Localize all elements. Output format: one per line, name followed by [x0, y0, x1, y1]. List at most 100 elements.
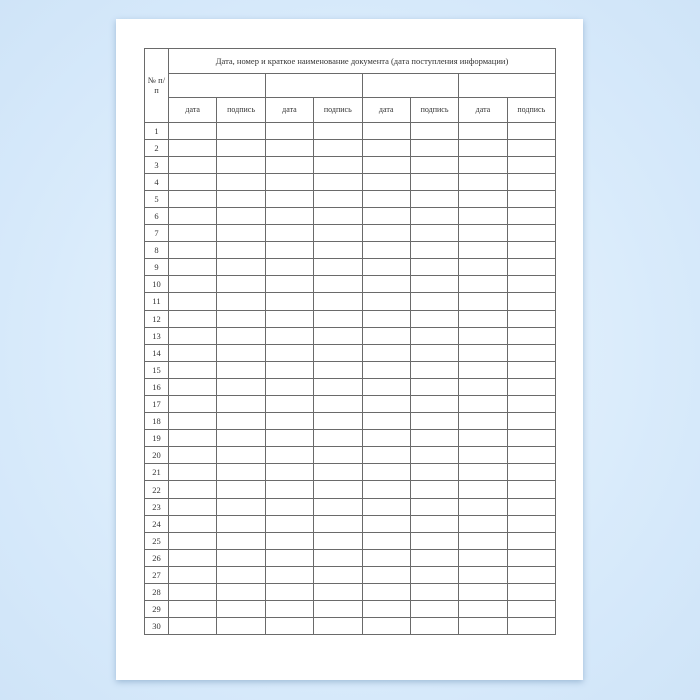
- date-cell[interactable]: [458, 326, 508, 345]
- signature-cell[interactable]: [216, 121, 266, 140]
- date-cell[interactable]: [361, 292, 411, 311]
- signature-cell[interactable]: [313, 258, 363, 277]
- date-cell[interactable]: [361, 326, 411, 345]
- signature-cell[interactable]: [313, 617, 363, 636]
- date-cell[interactable]: [458, 463, 508, 482]
- signature-cell[interactable]: [409, 258, 460, 277]
- date-cell[interactable]: [458, 514, 508, 533]
- date-cell[interactable]: [264, 429, 315, 448]
- date-cell[interactable]: [264, 531, 315, 550]
- signature-cell[interactable]: [313, 429, 363, 448]
- date-cell[interactable]: [458, 172, 508, 191]
- date-cell[interactable]: [458, 617, 508, 636]
- date-cell[interactable]: [167, 617, 218, 636]
- signature-cell[interactable]: [409, 394, 460, 414]
- date-cell[interactable]: [167, 480, 218, 499]
- signature-cell[interactable]: [409, 172, 460, 191]
- signature-cell[interactable]: [216, 138, 266, 157]
- date-cell[interactable]: [167, 600, 218, 619]
- signature-cell[interactable]: [216, 224, 266, 243]
- date-cell[interactable]: [264, 412, 315, 431]
- signature-cell[interactable]: [313, 172, 363, 191]
- signature-cell[interactable]: [506, 326, 557, 345]
- signature-cell[interactable]: [506, 258, 557, 277]
- date-cell[interactable]: [458, 583, 508, 602]
- date-cell[interactable]: [458, 565, 508, 585]
- date-cell[interactable]: [458, 189, 508, 208]
- date-cell[interactable]: [361, 121, 411, 140]
- date-cell[interactable]: [167, 412, 218, 431]
- signature-cell[interactable]: [409, 600, 460, 619]
- signature-cell[interactable]: [216, 531, 266, 550]
- signature-cell[interactable]: [409, 480, 460, 499]
- signature-cell[interactable]: [506, 463, 557, 482]
- signature-cell[interactable]: [313, 309, 363, 328]
- date-cell[interactable]: [264, 446, 315, 465]
- date-cell[interactable]: [264, 292, 315, 311]
- date-cell[interactable]: [264, 155, 315, 174]
- date-cell[interactable]: [264, 138, 315, 157]
- signature-cell[interactable]: [313, 497, 363, 516]
- signature-cell[interactable]: [216, 463, 266, 482]
- signature-cell[interactable]: [216, 275, 266, 294]
- date-cell[interactable]: [361, 463, 411, 482]
- signature-cell[interactable]: [216, 258, 266, 277]
- signature-cell[interactable]: [313, 583, 363, 602]
- date-cell[interactable]: [458, 309, 508, 328]
- date-cell[interactable]: [264, 275, 315, 294]
- signature-cell[interactable]: [409, 224, 460, 243]
- date-cell[interactable]: [458, 206, 508, 226]
- signature-cell[interactable]: [506, 155, 557, 174]
- date-cell[interactable]: [167, 326, 218, 345]
- signature-cell[interactable]: [216, 565, 266, 585]
- signature-cell[interactable]: [409, 138, 460, 157]
- date-cell[interactable]: [264, 463, 315, 482]
- date-cell[interactable]: [458, 446, 508, 465]
- date-cell[interactable]: [167, 565, 218, 585]
- signature-cell[interactable]: [506, 394, 557, 414]
- document-group-cell[interactable]: [264, 72, 363, 98]
- signature-cell[interactable]: [506, 241, 557, 260]
- signature-cell[interactable]: [506, 172, 557, 191]
- signature-cell[interactable]: [506, 600, 557, 619]
- date-cell[interactable]: [361, 531, 411, 550]
- date-cell[interactable]: [167, 189, 218, 208]
- signature-cell[interactable]: [409, 463, 460, 482]
- signature-cell[interactable]: [409, 121, 460, 140]
- signature-cell[interactable]: [409, 189, 460, 208]
- signature-cell[interactable]: [216, 292, 266, 311]
- signature-cell[interactable]: [506, 565, 557, 585]
- signature-cell[interactable]: [216, 600, 266, 619]
- date-cell[interactable]: [167, 583, 218, 602]
- signature-cell[interactable]: [506, 548, 557, 567]
- date-cell[interactable]: [167, 531, 218, 550]
- signature-cell[interactable]: [506, 138, 557, 157]
- signature-cell[interactable]: [216, 206, 266, 226]
- date-cell[interactable]: [361, 343, 411, 362]
- signature-cell[interactable]: [506, 189, 557, 208]
- date-cell[interactable]: [361, 429, 411, 448]
- signature-cell[interactable]: [409, 583, 460, 602]
- date-cell[interactable]: [361, 241, 411, 260]
- date-cell[interactable]: [361, 206, 411, 226]
- date-cell[interactable]: [361, 224, 411, 243]
- signature-cell[interactable]: [409, 275, 460, 294]
- date-cell[interactable]: [361, 514, 411, 533]
- signature-cell[interactable]: [506, 360, 557, 379]
- signature-cell[interactable]: [313, 241, 363, 260]
- date-cell[interactable]: [361, 412, 411, 431]
- signature-cell[interactable]: [313, 360, 363, 379]
- date-cell[interactable]: [458, 412, 508, 431]
- date-cell[interactable]: [167, 497, 218, 516]
- signature-cell[interactable]: [506, 309, 557, 328]
- signature-cell[interactable]: [313, 565, 363, 585]
- signature-cell[interactable]: [409, 446, 460, 465]
- date-cell[interactable]: [167, 275, 218, 294]
- signature-cell[interactable]: [506, 446, 557, 465]
- date-cell[interactable]: [167, 172, 218, 191]
- signature-cell[interactable]: [216, 412, 266, 431]
- signature-cell[interactable]: [313, 343, 363, 362]
- signature-cell[interactable]: [409, 412, 460, 431]
- date-cell[interactable]: [264, 172, 315, 191]
- signature-cell[interactable]: [313, 394, 363, 414]
